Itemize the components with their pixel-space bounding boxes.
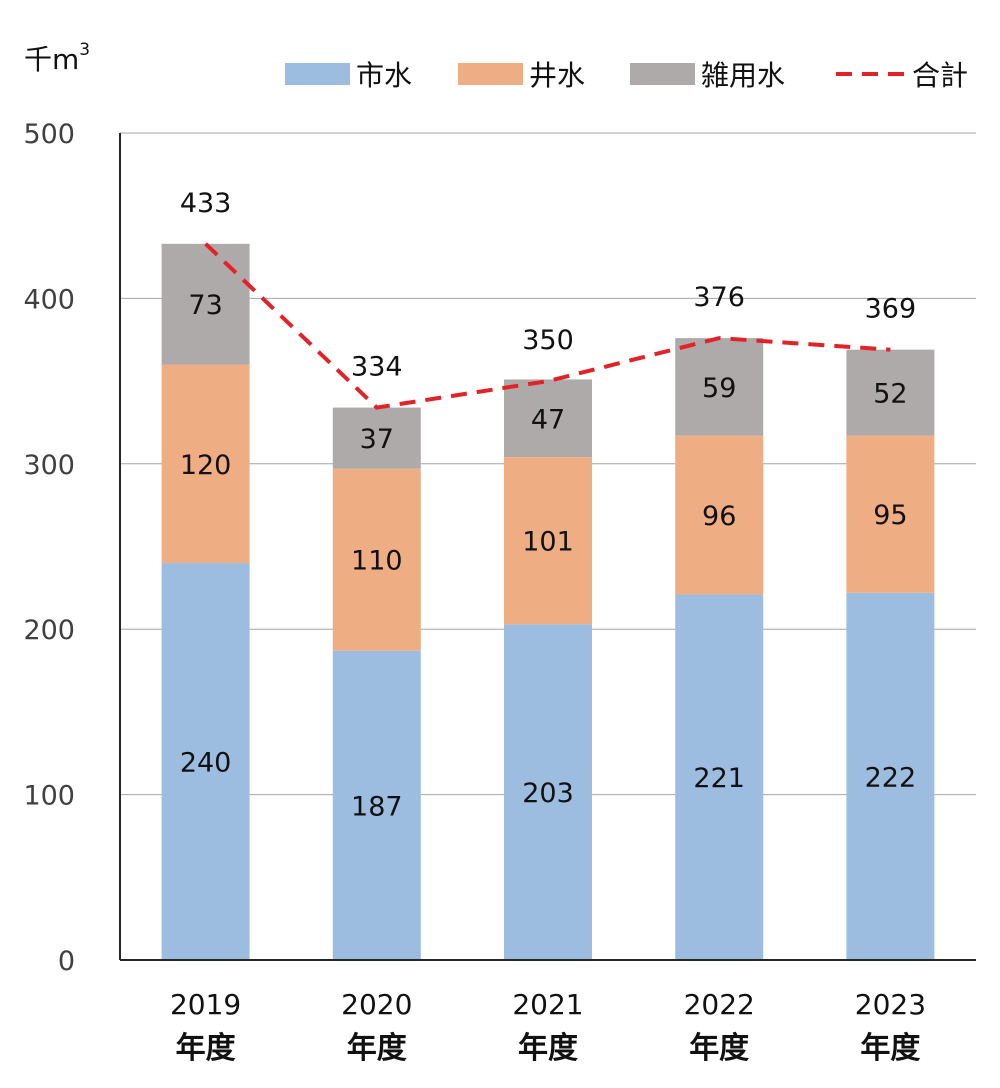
- segment-value-label: 37: [360, 424, 394, 455]
- bar-gray-water: [846, 349, 935, 436]
- x-tick-year: 2021: [512, 988, 583, 1021]
- y-tick-label: 500: [23, 119, 75, 150]
- total-value-label: 350: [522, 325, 574, 356]
- y-unit-base: 千m: [24, 43, 79, 76]
- bar-city-water: [846, 592, 935, 960]
- legend: 市水 井水 雑用水 合計: [285, 59, 968, 92]
- segment-value-label: 73: [188, 290, 222, 321]
- bar-well-water: [504, 457, 592, 625]
- segment-value-label: 187: [351, 791, 403, 822]
- y-unit-label: 千m3: [24, 40, 90, 76]
- legend-label-well-water: 井水: [529, 59, 585, 92]
- segment-value-label: 110: [351, 546, 403, 577]
- segment-value-label: 120: [180, 450, 232, 481]
- bar-well-water: [332, 468, 421, 651]
- axes: 0 100 200 300 400 500 2019 年度 2020 年度 2021 年度 2022 年度…: [23, 119, 976, 1066]
- total-value-label: 369: [865, 294, 917, 325]
- segment-value-label: 59: [702, 373, 736, 404]
- bars: [161, 243, 935, 960]
- x-tick-suffix: 年度: [860, 1031, 920, 1066]
- bar-city-water: [504, 624, 592, 960]
- x-tick-year: 2022: [684, 988, 755, 1021]
- y-tick-label: 0: [58, 946, 75, 977]
- legend-swatch-gray-water: [630, 63, 695, 85]
- segment-value-label: 221: [693, 763, 745, 794]
- y-tick-label: 400: [23, 284, 75, 315]
- segment-value-label: 203: [522, 778, 574, 809]
- x-tick-suffix: 年度: [347, 1031, 407, 1066]
- bar-gray-water: [504, 379, 592, 458]
- legend-swatch-well-water: [458, 63, 523, 85]
- bar-city-water: [161, 563, 250, 960]
- data-labels: 240 120 73 187 110 37 203 101 47 221 96 59 222 95 52 43…: [180, 188, 916, 823]
- x-tick-suffix: 年度: [176, 1031, 236, 1066]
- segment-value-label: 101: [522, 527, 574, 558]
- bar-city-water: [332, 650, 421, 960]
- segment-value-label: 240: [180, 748, 232, 779]
- x-tick-year: 2023: [855, 988, 926, 1021]
- y-unit-superscript: 3: [79, 40, 90, 60]
- segment-value-label: 96: [702, 501, 736, 532]
- y-unit-text: 千m3: [24, 40, 90, 76]
- x-tick-suffix: 年度: [689, 1031, 749, 1066]
- x-tick-year: 2020: [341, 988, 412, 1021]
- total-value-label: 334: [351, 352, 403, 383]
- total-value-label: 376: [693, 282, 745, 313]
- bar-well-water: [675, 435, 764, 595]
- legend-label-city-water: 市水: [356, 59, 412, 92]
- segment-value-label: 222: [865, 762, 917, 793]
- segment-value-label: 95: [873, 500, 907, 531]
- y-tick-label: 300: [23, 450, 75, 481]
- legend-swatch-city-water: [285, 63, 350, 85]
- bar-city-water: [675, 594, 764, 960]
- legend-label-gray-water: 雑用水: [701, 59, 785, 92]
- segment-value-label: 47: [531, 404, 565, 435]
- x-tick-year: 2019: [170, 988, 241, 1021]
- total-value-label: 433: [180, 188, 232, 219]
- segment-value-label: 52: [873, 379, 907, 410]
- y-tick-label: 100: [23, 781, 75, 812]
- legend-label-total: 合計: [912, 59, 968, 92]
- bar-gray-water: [332, 407, 421, 469]
- y-tick-label: 200: [23, 615, 75, 646]
- total-line: [204, 242, 891, 410]
- bar-well-water: [161, 364, 250, 564]
- bar-well-water: [846, 435, 935, 593]
- total-series-line: [204, 242, 891, 410]
- bar-gray-water: [161, 243, 250, 365]
- bar-gray-water: [675, 338, 764, 436]
- x-tick-suffix: 年度: [518, 1031, 578, 1066]
